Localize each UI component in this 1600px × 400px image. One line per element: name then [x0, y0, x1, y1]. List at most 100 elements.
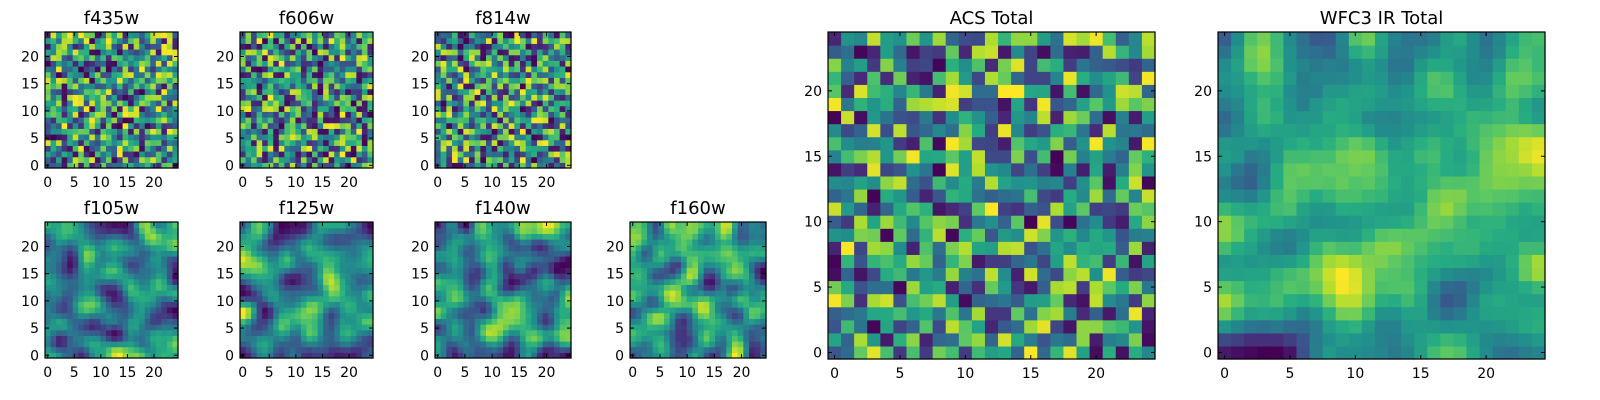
heatmap-cell — [105, 284, 113, 291]
heatmap-cell — [45, 49, 52, 56]
heatmap-cell — [548, 100, 555, 107]
heatmap-cell — [715, 227, 722, 234]
heatmap-cell — [289, 83, 297, 90]
heatmap-cell — [463, 117, 470, 124]
heatmap-cell — [172, 318, 179, 325]
heatmap-cell — [480, 290, 487, 297]
heatmap-cell — [715, 341, 722, 348]
heatmap-cell — [117, 295, 124, 302]
heatmap-cell — [144, 222, 151, 229]
heatmap-cell — [497, 71, 504, 78]
heatmap-cell — [245, 32, 252, 39]
heatmap-cell — [906, 202, 921, 216]
heatmap-cell — [1244, 319, 1258, 334]
heatmap-cell — [486, 139, 493, 146]
heatmap-cell — [1309, 332, 1324, 347]
heatmap-cell — [463, 278, 470, 285]
heatmap-cell — [1076, 241, 1091, 255]
heatmap-cell — [251, 239, 258, 246]
heatmap-cell — [754, 278, 761, 285]
heatmap-cell — [531, 162, 538, 169]
heatmap-cell — [520, 77, 527, 84]
heatmap-cell — [133, 111, 140, 118]
heatmap-cell — [240, 71, 247, 78]
heatmap-cell — [284, 318, 291, 325]
heatmap-cell — [486, 66, 493, 73]
heatmap-cell — [50, 71, 57, 78]
heatmap-cell — [50, 233, 57, 240]
heatmap-cell — [1518, 345, 1533, 360]
heatmap-cell — [100, 100, 107, 107]
heatmap-cell — [480, 151, 487, 158]
heatmap-cell — [240, 284, 247, 291]
heatmap-cell — [350, 139, 357, 146]
heatmap-cell — [89, 128, 96, 135]
heatmap-cell — [669, 301, 676, 308]
heatmap-cell — [503, 239, 510, 246]
heatmap-cell — [1024, 293, 1038, 308]
heatmap-cell — [284, 66, 291, 73]
heatmap-cell — [262, 71, 269, 78]
heatmap-cell — [525, 100, 532, 107]
heatmap-cell — [737, 324, 744, 331]
heatmap-cell — [435, 49, 442, 56]
heatmap-cell — [111, 139, 118, 146]
heatmap-cell — [67, 273, 74, 280]
heatmap-cell — [681, 324, 688, 331]
heatmap-cell — [514, 122, 521, 129]
heatmap-cell — [452, 261, 459, 268]
heatmap-cell — [630, 250, 637, 257]
heatmap-cell — [452, 32, 459, 39]
heatmap-cell — [350, 244, 357, 251]
heatmap-cell — [117, 71, 124, 78]
heatmap-cell — [867, 97, 881, 112]
heatmap-cell — [542, 122, 549, 129]
heatmap-cell — [284, 250, 291, 257]
heatmap-cell — [491, 227, 498, 234]
heatmap-cell — [251, 88, 258, 95]
heatmap-cell — [345, 54, 352, 61]
heatmap-cell — [251, 284, 258, 291]
heatmap-cell — [144, 66, 151, 73]
heatmap-cell — [339, 49, 346, 56]
heatmap-cell — [323, 244, 330, 251]
heatmap-cell — [72, 261, 79, 268]
heatmap-cell — [698, 295, 705, 302]
heatmap-cell — [919, 58, 934, 72]
heatmap-cell — [300, 278, 308, 285]
heatmap-cell — [919, 84, 934, 98]
heatmap-cell — [56, 312, 63, 319]
heatmap-cell — [919, 202, 934, 216]
heatmap-cell — [278, 233, 285, 240]
heatmap-cell — [356, 341, 363, 348]
heatmap-cell — [61, 77, 68, 84]
heatmap-cell — [520, 139, 527, 146]
heatmap-cell — [749, 318, 756, 325]
heatmap-cell — [361, 227, 369, 234]
heatmap-cell — [440, 139, 447, 146]
heatmap-cell — [166, 329, 174, 336]
heatmap-cell — [295, 318, 302, 325]
heatmap-cell — [474, 295, 481, 302]
heatmap-cell — [289, 222, 297, 229]
heatmap-cell — [554, 227, 561, 234]
heatmap-cell — [698, 250, 705, 257]
heatmap-cell — [67, 233, 74, 240]
heatmap-cell — [457, 105, 464, 112]
heatmap-cell — [1505, 332, 1520, 347]
heatmap-cell — [306, 341, 313, 348]
heatmap-cell — [317, 66, 324, 73]
heatmap-cell — [1440, 332, 1455, 347]
heatmap-cell — [323, 301, 330, 308]
heatmap-cell — [497, 244, 504, 251]
heatmap-cell — [67, 346, 74, 353]
heatmap-cell — [100, 244, 107, 251]
heatmap-cell — [328, 32, 335, 39]
heatmap-cell — [78, 290, 85, 297]
heatmap-cell — [172, 301, 179, 308]
heatmap-cell — [133, 43, 140, 50]
heatmap-cell — [72, 139, 79, 146]
heatmap-cell — [692, 295, 699, 302]
heatmap-cell — [681, 318, 688, 325]
heatmap-cell — [166, 156, 174, 163]
